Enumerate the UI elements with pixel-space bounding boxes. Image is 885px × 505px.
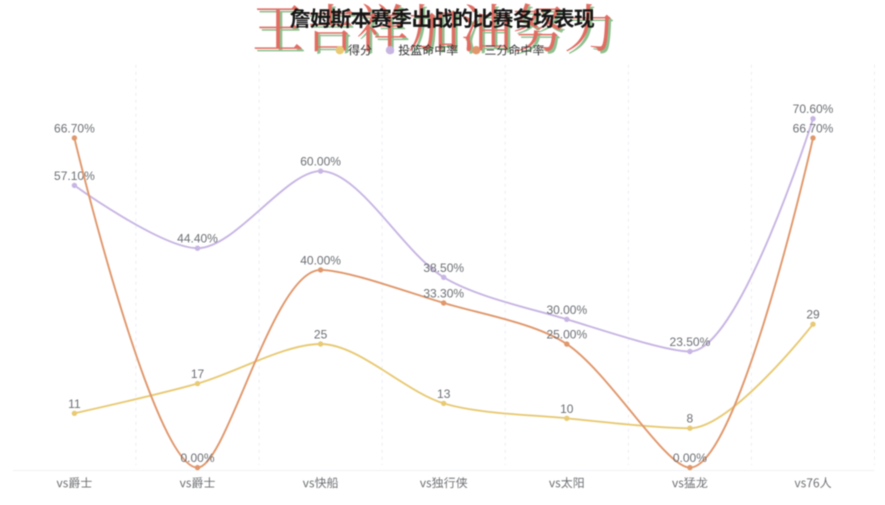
svg-text:70.60%: 70.60%: [793, 102, 834, 116]
svg-text:0.00%: 0.00%: [180, 451, 214, 465]
svg-text:13: 13: [437, 387, 451, 401]
svg-text:38.50%: 38.50%: [423, 261, 464, 275]
svg-text:60.00%: 60.00%: [300, 155, 341, 169]
svg-text:11: 11: [68, 397, 81, 411]
svg-text:25: 25: [314, 328, 328, 342]
svg-text:17: 17: [191, 367, 205, 381]
svg-text:33.30%: 33.30%: [423, 287, 464, 301]
svg-text:25.00%: 25.00%: [546, 328, 587, 342]
svg-text:57.10%: 57.10%: [54, 169, 95, 183]
svg-text:23.50%: 23.50%: [670, 335, 711, 349]
svg-text:0.00%: 0.00%: [673, 451, 707, 465]
svg-text:40.00%: 40.00%: [300, 253, 341, 267]
svg-text:66.70%: 66.70%: [54, 122, 95, 136]
svg-text:30.00%: 30.00%: [546, 303, 587, 317]
svg-text:10: 10: [560, 402, 574, 416]
svg-text:8: 8: [687, 412, 694, 426]
svg-text:66.70%: 66.70%: [793, 122, 834, 136]
svg-text:44.40%: 44.40%: [177, 232, 218, 246]
svg-text:29: 29: [806, 308, 820, 322]
